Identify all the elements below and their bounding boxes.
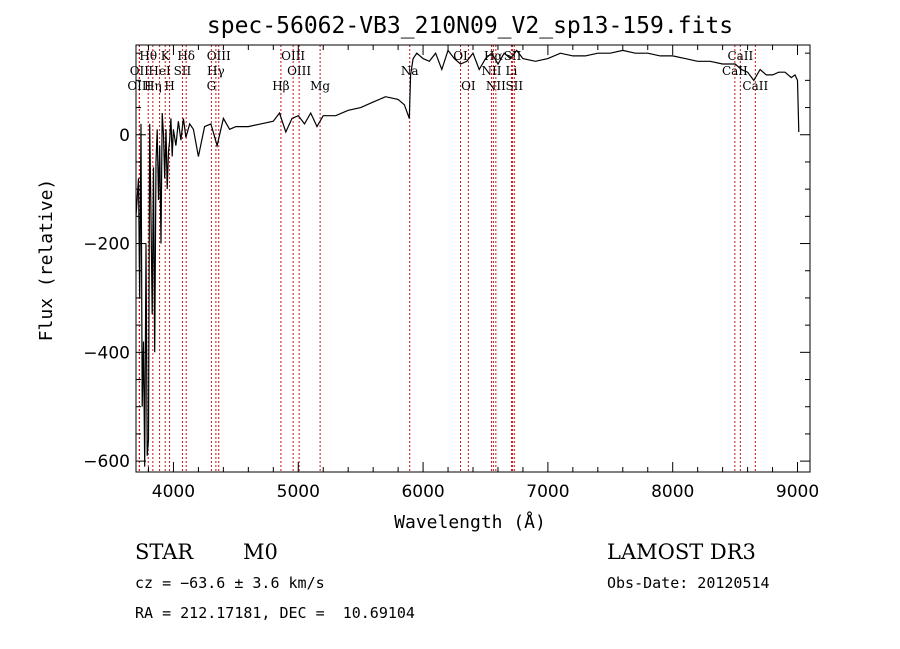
spectral-line-label: Hη	[144, 79, 162, 93]
x-tick-label: 5000	[277, 482, 320, 502]
spectral-line-label: Hδ	[177, 49, 195, 63]
spectral-line-label: OIII	[281, 49, 305, 63]
spectral-line-label: CaII	[742, 79, 768, 93]
spectral-line-label: OIII	[207, 49, 231, 63]
x-axis-label: Wavelength (Å)	[394, 511, 546, 533]
spectral-line-label: SII	[505, 79, 523, 93]
x-tick-label: 7000	[526, 482, 569, 502]
y-axis-label: Flux (relative)	[36, 179, 57, 342]
y-tick-label: 0	[119, 126, 130, 146]
x-tick-label: 9000	[776, 482, 819, 502]
y-tick-label: −200	[83, 235, 130, 255]
object-class: STAR	[135, 540, 194, 564]
spectral-line-label: SII	[174, 64, 192, 78]
chart-title: spec-56062-VB3_210N09_V2_sp13-159.fits	[207, 13, 733, 39]
y-tick-label: −600	[83, 452, 130, 472]
x-tick-label: 4000	[152, 482, 195, 502]
spectral-line-label: OI	[453, 49, 468, 63]
object-subclass: M0	[243, 540, 278, 564]
spectral-line-label: Hθ	[139, 49, 157, 63]
spectral-line-label: Hγ	[207, 64, 225, 78]
x-tick-label: 8000	[651, 482, 694, 502]
spectral-line-label: CaII	[722, 64, 748, 78]
spectral-line-label: OIII	[287, 64, 311, 78]
spectrum-series-line	[135, 49, 800, 467]
spectral-line-label: K	[161, 49, 171, 63]
y-tick-label: −400	[83, 343, 130, 363]
spectral-line-label: G	[207, 79, 217, 93]
spectral-line-label: OI	[461, 79, 476, 93]
x-tick-label: 6000	[401, 482, 444, 502]
spectral-line-label: Mg	[310, 79, 330, 93]
spectral-line-label: NII	[486, 79, 506, 93]
spectral-line-label: Li	[506, 64, 518, 78]
spectral-line-label: HeI	[148, 64, 171, 78]
survey-name: LAMOST DR3	[607, 540, 756, 564]
spectral-line-label: Hβ	[272, 79, 289, 93]
coordinates: RA = 212.17181, DEC = 10.69104	[135, 604, 415, 622]
spectral-line-label: OIII	[127, 79, 151, 93]
observation-date: Obs-Date: 20120514	[607, 574, 770, 592]
spectral-line-label: H	[164, 79, 174, 93]
spectral-line-label: NII	[481, 64, 501, 78]
spectral-line-label: Na	[401, 64, 419, 78]
spectral-line-label: CaII	[727, 49, 753, 63]
plot-frame	[135, 44, 811, 473]
redshift-velocity: cz = −63.6 ± 3.6 km/s	[135, 574, 325, 592]
